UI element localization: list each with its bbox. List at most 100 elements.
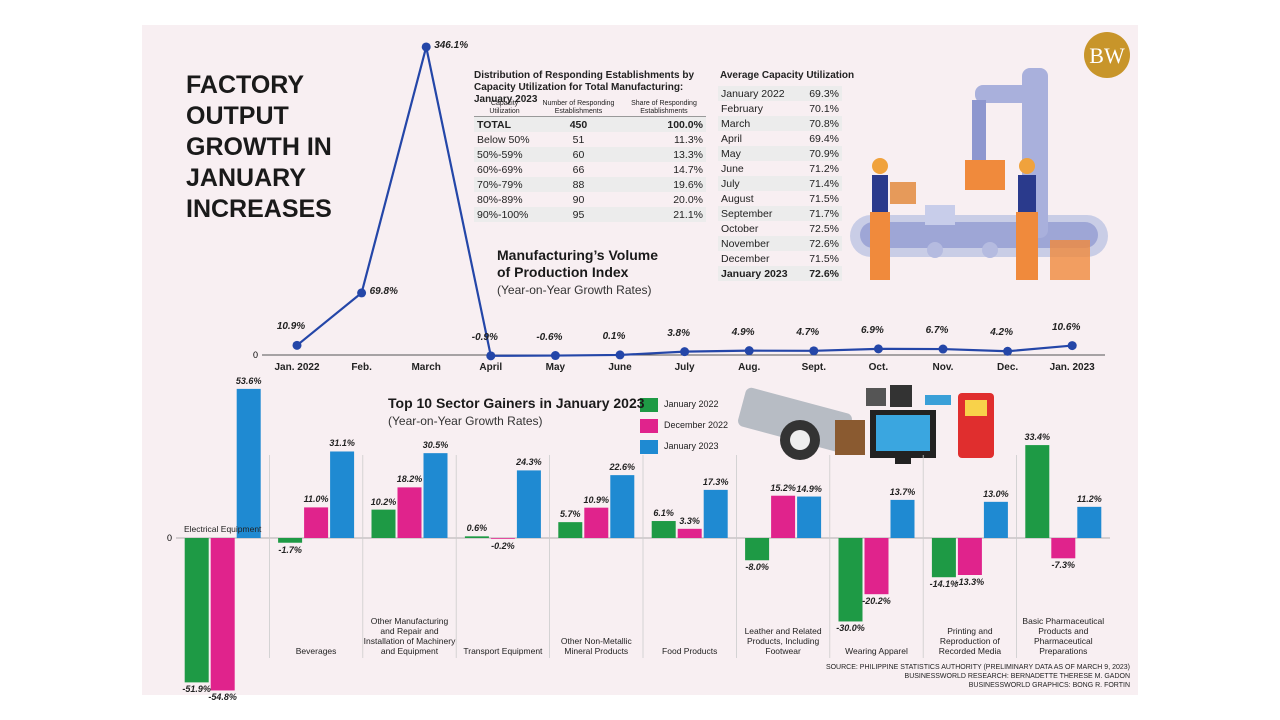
value-label: 14.9% xyxy=(796,483,822,494)
bar xyxy=(304,507,329,538)
x-tick-label: Beverages xyxy=(295,646,337,656)
table-row: Capacity Utilization Number of Responding… xyxy=(474,100,706,117)
table-row: 70%-79% 88 19.6% xyxy=(474,177,706,192)
factory-illustration xyxy=(850,68,1108,280)
value-label: -30.0% xyxy=(836,623,865,634)
value-label: 53.6% xyxy=(235,375,262,386)
value-label: 13.7% xyxy=(889,486,916,497)
bar xyxy=(1025,445,1050,538)
table-cell: 70.9% xyxy=(801,146,842,161)
bar xyxy=(838,538,863,622)
x-tick-label: Jan. 2022 xyxy=(274,362,320,373)
bar-chart-subtitle: (Year-on-Year Growth Rates) xyxy=(388,414,543,428)
value-label: 69.8% xyxy=(369,285,398,297)
value-label: 30.5% xyxy=(422,440,449,451)
table-cell: 51 xyxy=(572,133,585,146)
table-cell: April xyxy=(721,132,743,145)
x-tick-label: April xyxy=(479,362,503,373)
value-label: -51.9% xyxy=(182,684,211,695)
x-tick-label: Feb. xyxy=(351,362,372,373)
table-row: November 72.6% xyxy=(718,236,842,251)
point xyxy=(1003,346,1013,356)
x-tick-label: Dec. xyxy=(997,362,1019,373)
table-cell: 70.8% xyxy=(801,116,842,131)
value-label: -0.9% xyxy=(471,331,498,343)
table-row: May 70.9% xyxy=(718,146,842,161)
credits: SOURCE: PHILIPPINE STATISTICS AUTHORITY … xyxy=(530,663,1130,690)
value-label: 18.2% xyxy=(396,474,423,485)
value-label: 13.0% xyxy=(983,488,1009,499)
credit-line: BUSINESSWORLD GRAPHICS: BONG R. FORTIN xyxy=(968,682,1130,689)
value-label: -0.6% xyxy=(536,331,563,343)
bar xyxy=(516,470,541,538)
table-cell: 70%-79% xyxy=(474,177,536,192)
table-cell: 71.4% xyxy=(801,176,842,191)
point xyxy=(938,344,948,354)
value-label: 4.2% xyxy=(990,327,1013,339)
table-cell: 11.3% xyxy=(674,133,703,146)
value-label: 3.3% xyxy=(679,515,700,526)
value-label: 15.2% xyxy=(770,482,796,493)
table-row: July 71.4% xyxy=(718,176,842,191)
bar xyxy=(584,507,609,538)
value-label: 346.1% xyxy=(434,39,469,51)
bar xyxy=(184,538,209,683)
table-cell: 60 xyxy=(535,147,622,162)
line-chart-title: Manufacturing’s Volume of Production Ind… xyxy=(497,247,659,280)
x-tick-label: March xyxy=(411,362,441,373)
bar xyxy=(651,521,676,538)
appliances-illustration xyxy=(738,385,994,464)
y-tick-label: 0 xyxy=(253,350,258,360)
value-label: -13.3% xyxy=(955,576,985,587)
table-cell: 72.6% xyxy=(801,236,842,251)
table-cell: 450 xyxy=(535,116,622,132)
table-cell: 13.3% xyxy=(621,147,706,162)
y-tick-label: 0 xyxy=(167,533,172,543)
table-row: 90%-100% 95 21.1% xyxy=(474,207,706,222)
value-label: 6.9% xyxy=(860,324,884,336)
table-cell: June xyxy=(721,162,744,175)
value-label: 4.9% xyxy=(731,326,755,338)
x-tick-label: Nov. xyxy=(932,362,954,373)
value-label: -7.3% xyxy=(1051,560,1076,571)
bar xyxy=(278,538,303,543)
table-row: August 71.5% xyxy=(718,191,842,206)
table-cell: May xyxy=(718,146,802,161)
value-label: 5.7% xyxy=(560,509,581,520)
value-label: -8.0% xyxy=(745,562,769,573)
point xyxy=(550,351,560,361)
bar xyxy=(677,528,702,538)
point xyxy=(421,42,431,52)
x-tick-label: May xyxy=(545,362,566,373)
table-cell: October xyxy=(721,222,759,235)
table-row: January 2023 72.6% xyxy=(718,266,842,281)
table-row: June 71.2% xyxy=(718,161,842,176)
table-row: February 70.1% xyxy=(718,101,842,116)
table-row: TOTAL 450 100.0% xyxy=(474,116,706,132)
value-label: 31.1% xyxy=(329,438,355,449)
legend-label: January 2023 xyxy=(664,441,719,451)
value-label: 0.6% xyxy=(466,523,488,534)
table-cell: March xyxy=(718,116,802,131)
bar xyxy=(236,388,261,538)
x-tick-label: July xyxy=(674,362,695,373)
table-cell: August xyxy=(721,192,754,205)
credit-line: SOURCE: PHILIPPINE STATISTICS AUTHORITY … xyxy=(825,664,1130,671)
legend-swatch xyxy=(640,398,658,412)
line-chart-subtitle: (Year-on-Year Growth Rates) xyxy=(497,283,652,297)
table-cell: Capacity Utilization xyxy=(474,100,536,117)
value-label: 10.9% xyxy=(276,321,306,333)
value-label: -1.7% xyxy=(278,544,302,555)
bar xyxy=(745,538,770,561)
bar xyxy=(464,536,489,538)
table-cell: 71.7% xyxy=(801,206,842,221)
bar xyxy=(983,501,1008,538)
value-label: 0.1% xyxy=(602,330,626,342)
table-cell: Below 50% xyxy=(477,133,530,146)
table-cell: January 2023 xyxy=(718,266,802,281)
table-cell: 50%-59% xyxy=(474,147,536,162)
table-cell: 72.5% xyxy=(809,222,839,235)
point xyxy=(615,350,625,360)
value-label: 10.6% xyxy=(1052,321,1081,333)
